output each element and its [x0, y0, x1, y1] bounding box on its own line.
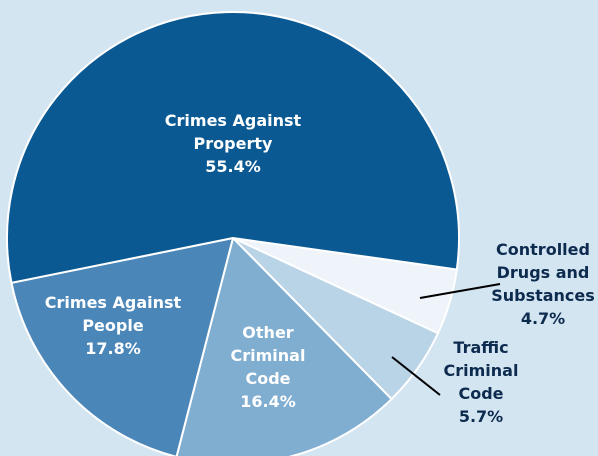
leader-line — [419, 283, 501, 299]
value-label: 4.7% — [521, 309, 565, 328]
label-line: Controlled — [496, 240, 590, 259]
slice-label: Controlled Drugs and Substances 4.7% — [491, 240, 595, 328]
slice-label: Other Criminal Code 16.4% — [231, 323, 306, 411]
value-label: 17.8% — [85, 339, 141, 358]
label-line: Criminal — [444, 361, 519, 380]
leader-line — [391, 356, 441, 396]
slice-label: Traffic Criminal Code 5.7% — [444, 338, 519, 426]
label-line: Crimes Against — [45, 293, 182, 312]
slice-label: Crimes Against People 17.8% — [45, 293, 182, 358]
label-line: Other — [242, 323, 293, 342]
label-line: Code — [245, 369, 290, 388]
pie-slice — [10, 236, 235, 456]
label-line: People — [82, 316, 144, 335]
label-line: Criminal — [231, 346, 306, 365]
value-label: 55.4% — [205, 157, 261, 176]
label-line: Code — [458, 384, 503, 403]
label-line: Drugs and — [497, 263, 590, 282]
pie-slice — [6, 11, 460, 285]
slice-label: Crimes Against Property 55.4% — [165, 111, 302, 176]
label-line: Traffic — [453, 338, 508, 357]
value-label: 16.4% — [240, 392, 296, 411]
value-label: 5.7% — [459, 407, 503, 426]
label-line: Crimes Against — [165, 111, 302, 130]
pie-slice — [175, 236, 393, 456]
label-line: Property — [194, 134, 273, 153]
label-line: Substances — [491, 286, 595, 305]
